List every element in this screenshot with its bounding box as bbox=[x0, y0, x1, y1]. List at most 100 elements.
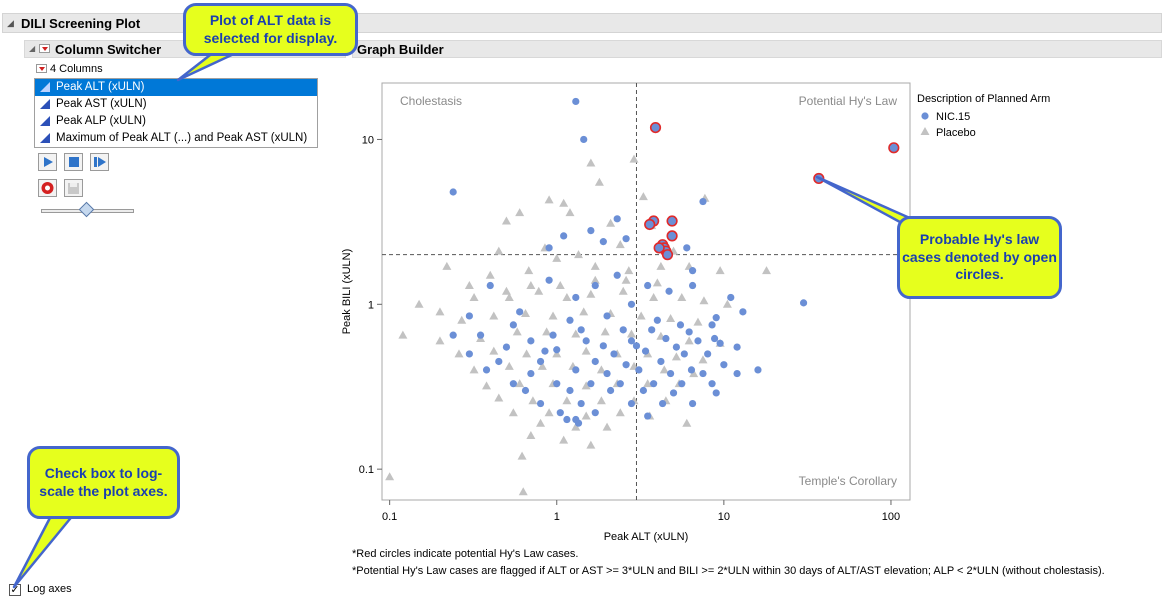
collapse-triangle-icon[interactable]: ◢ bbox=[7, 18, 14, 28]
placebo-point bbox=[682, 418, 692, 427]
continuous-column-icon bbox=[40, 116, 50, 126]
nic-point bbox=[599, 342, 607, 350]
nic-point bbox=[665, 287, 673, 295]
column-item-peak-alt[interactable]: Peak ALT (xULN) bbox=[35, 79, 317, 96]
nic-point bbox=[449, 188, 457, 196]
nic-point bbox=[662, 334, 670, 343]
column-item-peak-ast[interactable]: Peak AST (xULN) bbox=[35, 96, 317, 113]
checkmark-icon: ✓ bbox=[10, 584, 20, 596]
placebo-point bbox=[442, 261, 452, 270]
nic-point bbox=[657, 357, 665, 366]
nic-point bbox=[572, 293, 580, 302]
callout-alt-selected: Plot of ALT data is selected for display… bbox=[183, 3, 358, 56]
nic-point bbox=[739, 308, 747, 316]
placebo-point bbox=[656, 261, 666, 270]
column-item-label: Peak AST (xULN) bbox=[56, 98, 147, 110]
x-tick-label: 0.1 bbox=[382, 511, 397, 523]
placebo-point bbox=[621, 275, 631, 284]
nic-point bbox=[627, 337, 636, 345]
placebo-point bbox=[552, 253, 562, 262]
nic-point bbox=[572, 366, 580, 374]
placebo-point bbox=[454, 349, 464, 358]
nic-point bbox=[560, 232, 568, 240]
placebo-point bbox=[596, 365, 606, 374]
nic-point bbox=[476, 331, 485, 339]
placebo-point bbox=[457, 315, 467, 324]
placebo-point bbox=[574, 250, 584, 259]
nic-point bbox=[545, 276, 553, 284]
nic-point bbox=[616, 380, 624, 388]
placebo-point bbox=[600, 327, 610, 336]
nic-point bbox=[687, 366, 696, 374]
placebo-point bbox=[579, 307, 589, 316]
placebo-point bbox=[596, 396, 606, 405]
legend-title: Description of Planned Arm bbox=[917, 93, 1050, 105]
placebo-point bbox=[515, 208, 525, 217]
nic-point bbox=[635, 366, 643, 374]
hys-law-flagged-point bbox=[661, 249, 674, 261]
quadrant-label-hys-law: Potential Hy's Law bbox=[799, 94, 898, 108]
nic-point bbox=[591, 281, 599, 290]
graph-builder-header[interactable]: Graph Builder bbox=[352, 40, 1162, 58]
nic-point bbox=[574, 419, 583, 427]
column-switcher-title: Column Switcher bbox=[55, 42, 162, 57]
nic-point bbox=[549, 331, 557, 339]
nic-point bbox=[632, 342, 641, 350]
save-button[interactable] bbox=[64, 179, 83, 197]
placebo-point bbox=[722, 299, 732, 308]
columns-count-label: 4 Columns bbox=[50, 63, 103, 75]
log-axes-label[interactable]: Log axes bbox=[27, 583, 72, 595]
placebo-point bbox=[652, 278, 662, 287]
nic-point bbox=[627, 399, 636, 408]
columns-menu-icon[interactable] bbox=[36, 64, 47, 73]
placebo-point bbox=[602, 422, 612, 431]
nic-point bbox=[694, 337, 702, 345]
collapse-triangle-icon[interactable]: ◢ bbox=[29, 44, 36, 53]
nic-point bbox=[669, 389, 678, 397]
nic-point bbox=[465, 350, 473, 358]
placebo-point bbox=[494, 393, 504, 402]
column-item-label: Peak ALT (xULN) bbox=[56, 81, 145, 93]
record-button[interactable] bbox=[38, 179, 57, 197]
placebo-point bbox=[501, 286, 511, 295]
stop-button[interactable] bbox=[64, 153, 83, 171]
placebo-point bbox=[638, 192, 648, 201]
placebo-point bbox=[435, 307, 445, 316]
log-axes-checkbox[interactable]: ✓ bbox=[9, 584, 21, 596]
placebo-point bbox=[693, 317, 703, 326]
placebo-point bbox=[590, 275, 600, 284]
plot-frame bbox=[381, 82, 911, 501]
nic-point bbox=[644, 412, 652, 420]
placebo-point bbox=[715, 266, 725, 275]
nic-point bbox=[613, 271, 621, 279]
nic-point bbox=[699, 369, 707, 378]
nic-point bbox=[527, 369, 535, 378]
placebo-point bbox=[671, 352, 681, 361]
nic-point bbox=[678, 380, 686, 388]
nic-point bbox=[676, 321, 685, 329]
play-icon bbox=[44, 157, 53, 167]
nic-point bbox=[545, 244, 553, 252]
placebo-point bbox=[615, 240, 625, 249]
nic-point bbox=[688, 281, 697, 290]
column-item-peak-alp[interactable]: Peak ALP (xULN) bbox=[35, 113, 317, 130]
step-button[interactable] bbox=[90, 153, 109, 171]
nic-point bbox=[688, 399, 697, 408]
placebo-point bbox=[524, 266, 534, 275]
column-item-max-alt-ast[interactable]: Maximum of Peak ALT (...) and Peak AST (… bbox=[35, 130, 317, 147]
nic-point bbox=[754, 366, 762, 374]
nic-point bbox=[710, 334, 719, 343]
placebo-point bbox=[526, 431, 536, 440]
red-triangle-menu-icon[interactable] bbox=[39, 44, 50, 53]
nic-point bbox=[556, 409, 564, 417]
legend-placebo-marker bbox=[920, 127, 930, 135]
play-button[interactable] bbox=[38, 153, 57, 171]
stop-icon bbox=[69, 157, 79, 167]
placebo-point bbox=[666, 314, 676, 323]
hys-law-flagged-point bbox=[666, 230, 678, 242]
placebo-point bbox=[552, 349, 562, 358]
column-list[interactable]: Peak ALT (xULN) Peak AST (xULN) Peak ALP… bbox=[34, 78, 318, 148]
placebo-point bbox=[689, 369, 699, 378]
placebo-point bbox=[684, 336, 694, 345]
placebo-point bbox=[559, 435, 569, 444]
